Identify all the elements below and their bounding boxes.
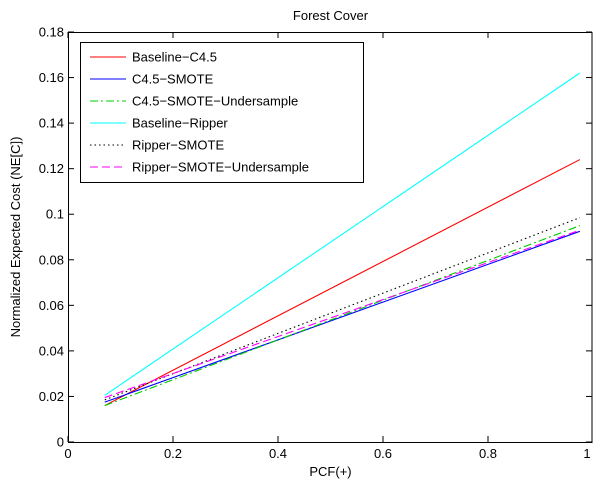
series-line-2 [104,230,581,403]
x-tick-label: 0.2 [164,446,182,461]
legend-box [80,42,364,183]
x-tick-label: 0.4 [269,446,287,461]
x-tick-label: 0 [64,446,71,461]
y-tick-label: 0.12 [39,161,64,176]
chart-title: Forest Cover [293,8,369,23]
y-tick-label: 0.18 [39,25,64,40]
x-tick-label: 0.8 [479,446,497,461]
y-tick-label: 0.1 [46,207,64,222]
legend-label-1: Baseline−C4.5 [132,50,217,65]
legend-label-2: C4.5−SMOTE [132,72,214,87]
x-tick-label: 0.6 [374,446,392,461]
legend: Baseline−C4.5 C4.5−SMOTE C4.5−SMOTE−Unders… [80,42,364,183]
y-tick-label: 0.08 [39,252,64,267]
y-tick-label: 0.14 [39,116,64,131]
series-line-3 [104,225,581,407]
y-axis-title: Normalized Expected Cost (NE[C]) [8,137,23,338]
series-layer [104,72,581,407]
tick-layer: 0 0.2 0.4 0.6 0.8 1 0 0.02 0.04 0.06 0.08 0.1 0.12 0.… [39,25,593,461]
legend-label-4: Baseline−Ripper [132,116,228,131]
y-tick-label: 0.16 [39,70,64,85]
x-tick-label: 1 [583,446,590,461]
series-line-5 [104,217,581,401]
y-tick-label: 0.04 [39,343,64,358]
y-tick-label: 0.06 [39,298,64,313]
legend-label-3: C4.5−SMOTE−Undersample [132,94,298,109]
series-line-1 [104,159,581,407]
x-axis-title: PCF(+) [309,464,351,479]
series-line-4 [104,72,581,396]
y-tick-label: 0.02 [39,389,64,404]
y-tick-label: 0 [57,435,64,450]
plot-frame [68,32,593,443]
legend-label-5: Ripper−SMOTE [132,138,224,153]
legend-label-6: Ripper−SMOTE−Undersample [132,160,309,175]
